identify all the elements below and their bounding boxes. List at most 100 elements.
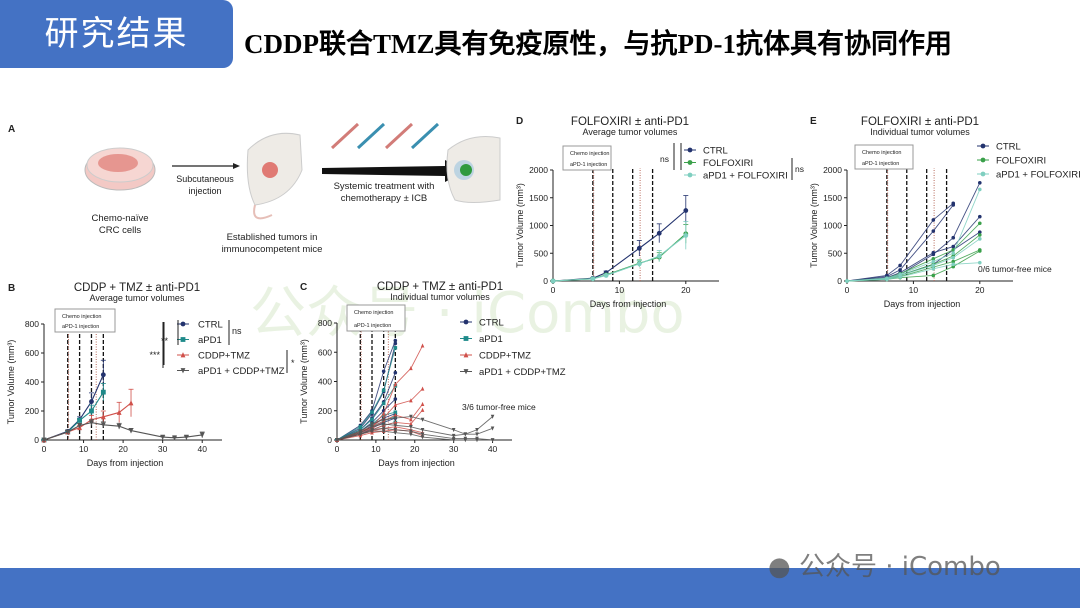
data-point bbox=[89, 408, 94, 414]
data-point bbox=[381, 429, 386, 434]
legend-label: aPD1 + CDDP+TMZ bbox=[479, 367, 566, 378]
step1-label-1: Subcutaneous bbox=[176, 174, 234, 184]
data-point bbox=[370, 410, 374, 415]
data-point bbox=[393, 402, 398, 407]
sig-label: ns bbox=[232, 326, 242, 336]
x-tick-label: 20 bbox=[681, 285, 691, 295]
y-tick-label: 800 bbox=[318, 318, 332, 328]
chart-subtitle: Individual tumor volumes bbox=[390, 292, 490, 302]
data-point bbox=[358, 425, 363, 429]
x-axis-label: Days from injection bbox=[378, 458, 455, 468]
data-point bbox=[172, 435, 177, 441]
y-tick-label: 0 bbox=[327, 435, 332, 445]
data-point bbox=[393, 410, 398, 415]
y-tick-label: 600 bbox=[25, 348, 39, 358]
x-tick-label: 40 bbox=[197, 444, 207, 454]
x-tick-label: 20 bbox=[118, 444, 128, 454]
x-tick-label: 40 bbox=[488, 444, 498, 454]
chart-subtitle: Individual tumor volumes bbox=[870, 127, 970, 137]
data-point bbox=[180, 352, 186, 358]
injection-legend-box bbox=[562, 145, 612, 171]
data-point bbox=[978, 233, 982, 237]
data-point bbox=[116, 409, 122, 415]
petri-dish-icon bbox=[84, 147, 156, 191]
data-point bbox=[393, 430, 398, 435]
legend-label: aPD1 + FOLFOXIRI bbox=[996, 170, 1080, 181]
series-apd1-cddp-tmz bbox=[41, 419, 205, 443]
sig-label: *** bbox=[149, 350, 160, 360]
series-cddp-tmz bbox=[41, 388, 134, 443]
data-point bbox=[180, 368, 186, 374]
chart-title: FOLFOXIRI ± anti-PD1 bbox=[861, 116, 979, 128]
data-point bbox=[463, 319, 469, 325]
data-point bbox=[393, 382, 398, 387]
y-axis-label: Tumor Volume (mm³) bbox=[299, 339, 309, 424]
x-axis-label: Days from injection bbox=[884, 299, 961, 309]
data-point bbox=[463, 352, 469, 358]
data-point bbox=[409, 398, 413, 403]
legend-label: aPD1 bbox=[479, 334, 503, 345]
data-point bbox=[77, 418, 82, 423]
data-point bbox=[409, 429, 413, 434]
data-point bbox=[463, 369, 469, 375]
data-point bbox=[931, 252, 936, 257]
data-point bbox=[393, 420, 398, 425]
y-axis-label: Tumor Volume (mm³) bbox=[809, 183, 819, 268]
data-point bbox=[420, 432, 425, 437]
sig-label: ns bbox=[795, 164, 804, 174]
data-point bbox=[951, 244, 956, 249]
panel-label: B bbox=[8, 283, 15, 294]
x-tick-label: 0 bbox=[335, 444, 340, 454]
data-point bbox=[116, 423, 122, 430]
data-point bbox=[199, 432, 205, 438]
x-tick-label: 30 bbox=[449, 444, 459, 454]
x-tick-label: 20 bbox=[975, 285, 985, 295]
legend-label: CTRL bbox=[703, 146, 728, 157]
series-line bbox=[552, 233, 687, 282]
data-point bbox=[490, 426, 495, 431]
data-point bbox=[100, 389, 106, 395]
data-point bbox=[951, 255, 956, 260]
arrow-icon bbox=[172, 163, 240, 169]
watermark-footer: ● 公众号 · iCombo bbox=[768, 546, 1001, 583]
series-ctrl bbox=[335, 338, 398, 442]
chart-title: CDDP + TMZ ± anti-PD1 bbox=[74, 282, 200, 294]
cells-label-2: CRC cells bbox=[99, 225, 141, 236]
cells-label-1: Chemo-naïve bbox=[91, 213, 148, 224]
data-point bbox=[420, 427, 425, 433]
data-point bbox=[931, 259, 936, 264]
y-tick-label: 2000 bbox=[823, 165, 842, 175]
apd1-injection-label: aPD-1 injection bbox=[570, 162, 607, 168]
y-axis-label: Tumor Volume (mm³) bbox=[515, 183, 525, 268]
data-point bbox=[636, 261, 642, 267]
x-tick-label: 0 bbox=[42, 444, 47, 454]
watermark-text: 公众号 · iCombo bbox=[798, 552, 1001, 582]
data-point bbox=[358, 432, 363, 437]
data-point bbox=[184, 434, 189, 440]
step1-label-2: injection bbox=[188, 186, 221, 196]
panel-a-diagram: A Chemo-naïve CRC cells Subcutaneous inj… bbox=[8, 122, 501, 255]
legend-label: CTRL bbox=[198, 320, 223, 331]
data-point bbox=[180, 337, 186, 342]
data-point bbox=[687, 147, 693, 153]
section-label: 研究结果 bbox=[0, 0, 233, 68]
data-point bbox=[951, 235, 956, 240]
chemo-injection-label: Chemo injection bbox=[354, 310, 393, 316]
data-point bbox=[100, 372, 106, 378]
data-point bbox=[128, 428, 134, 434]
data-point bbox=[409, 417, 413, 422]
series-folfoxiri bbox=[550, 223, 689, 284]
chemo-injection-label: Chemo injection bbox=[570, 151, 609, 157]
data-point bbox=[931, 218, 936, 222]
series-line bbox=[43, 391, 104, 441]
chart-title: CDDP + TMZ ± anti-PD1 bbox=[377, 281, 503, 293]
data-point bbox=[393, 416, 398, 421]
injection-legend-box bbox=[346, 304, 406, 332]
data-point bbox=[451, 438, 456, 443]
data-point bbox=[951, 259, 956, 264]
data-point bbox=[951, 251, 956, 256]
data-point bbox=[409, 414, 413, 419]
legend-label: aPD1 bbox=[198, 335, 222, 346]
legend-label: CTRL bbox=[479, 318, 504, 329]
injection-legend-box bbox=[54, 308, 116, 333]
